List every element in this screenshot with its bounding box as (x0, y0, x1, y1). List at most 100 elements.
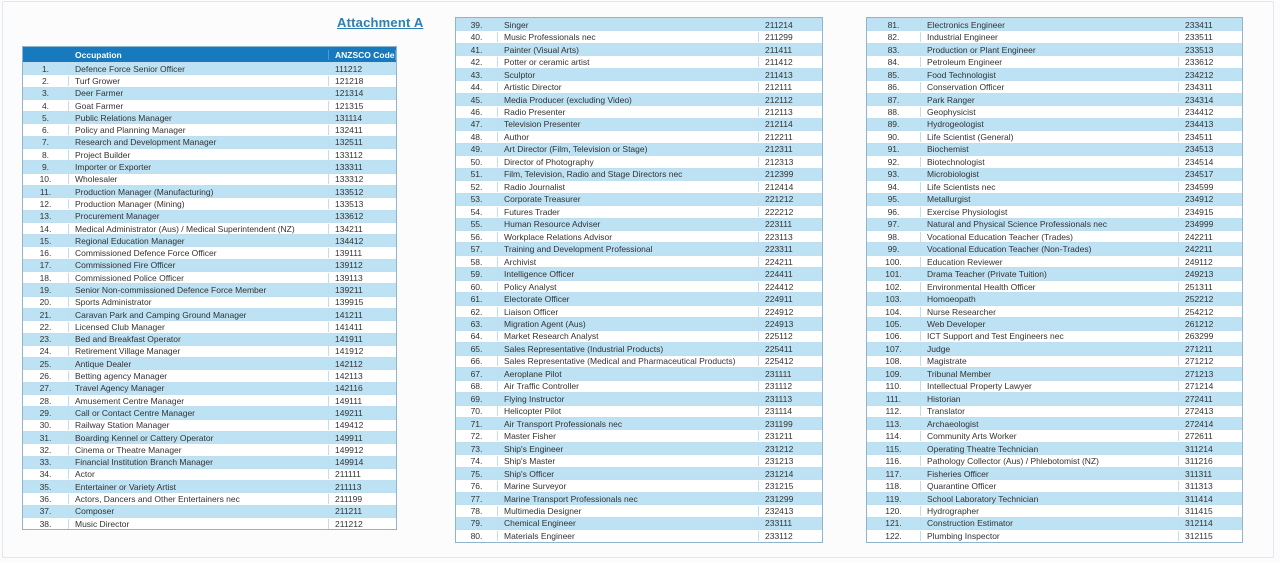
row-number: 48. (456, 131, 498, 142)
table-row: 33. Financial Institution Branch Manager 1… (23, 455, 396, 468)
table-row: 90. Life Scientist (General) 234511 (867, 130, 1242, 143)
row-number: 92. (867, 156, 921, 167)
table-row: 22. Licensed Club Manager 141411 (23, 320, 396, 333)
row-number: 10. (23, 174, 69, 185)
row-number: 20. (23, 297, 69, 308)
occupation-cell: Licensed Club Manager (69, 321, 329, 332)
occupation-cell: Tribunal Member (921, 368, 1179, 379)
table-row: 18. Commissioned Police Officer 139113 (23, 271, 396, 284)
occupation-cell: Art Director (Film, Television or Stage) (498, 144, 759, 155)
code-cell: 149211 (335, 407, 363, 418)
occupation-cell: Education Reviewer (921, 256, 1179, 267)
row-number: 115. (867, 443, 921, 454)
row-number: 13. (23, 211, 69, 222)
row-number: 91. (867, 144, 921, 155)
row-number: 65. (456, 343, 498, 354)
code-cell: 311214 (1185, 443, 1213, 454)
code-cell: 212113 (765, 107, 793, 118)
occupation-cell: Hydrogeologist (921, 119, 1179, 130)
table-row: 86. Conservation Officer 234311 (867, 80, 1242, 93)
table-row: 46. Radio Presenter 212113 (456, 105, 822, 118)
row-number: 45. (456, 94, 498, 105)
occupation-cell: Intelligence Officer (498, 269, 759, 280)
code-cell: 231111 (765, 368, 792, 379)
code-cell: 212112 (765, 94, 793, 105)
occupation-cell: Life Scientist (General) (921, 131, 1179, 142)
row-number: 38. (23, 518, 69, 529)
code-cell: 223311 (765, 244, 793, 255)
code-cell: 231113 (765, 393, 793, 404)
code-cell: 233612 (1185, 57, 1214, 68)
code-cell: 233411 (1185, 19, 1213, 30)
code-cell: 132411 (335, 125, 363, 136)
table-row: 66. Sales Representative (Medical and Pha… (456, 354, 822, 368)
code-cell: 134211 (335, 223, 363, 234)
code-cell: 252212 (1185, 294, 1214, 305)
table-row: 107. Judge 271211 (867, 342, 1242, 355)
row-number: 56. (456, 231, 498, 242)
row-number: 78. (456, 506, 498, 517)
occupation-cell: Production Manager (Mining) (69, 198, 329, 209)
code-cell: 233112 (765, 530, 793, 541)
occupation-cell: Cinema or Theatre Manager (69, 444, 329, 455)
code-cell: 231214 (765, 468, 794, 479)
code-cell: 311414 (1185, 493, 1213, 504)
occupation-cell: Commissioned Fire Officer (69, 260, 329, 271)
table-row: 23. Bed and Breakfast Operator 141911 (23, 332, 396, 345)
occupation-cell: Liaison Officer (498, 306, 759, 317)
row-number: 19. (23, 284, 69, 295)
occupation-cell: Boarding Kennel or Cattery Operator (69, 432, 329, 443)
table-row: 20. Sports Administrator 139915 (23, 295, 396, 308)
occupation-cell: Vocational Education Teacher (Non-Trades… (921, 244, 1179, 255)
code-cell: 141912 (335, 346, 364, 357)
table-body: 81. Electronics Engineer 233411 82. Industri… (867, 18, 1242, 542)
row-number: 1. (23, 63, 69, 74)
occupation-cell: Air Transport Professionals nec (498, 418, 759, 429)
occupation-cell: Exercise Physiologist (921, 206, 1179, 217)
table-row: 113. Archaeologist 272414 (867, 417, 1242, 430)
table-row: 84. Petroleum Engineer 233612 (867, 55, 1242, 68)
occupation-cell: Community Arts Worker (921, 431, 1179, 442)
row-number: 89. (867, 119, 921, 130)
table-row: 51. Film, Television, Radio and Stage Dir… (456, 167, 822, 181)
row-number: 28. (23, 395, 69, 406)
code-cell: 242211 (1185, 244, 1213, 255)
table-row: 94. Life Scientists nec 234599 (867, 180, 1242, 193)
code-cell: 231215 (765, 481, 794, 492)
row-number: 101. (867, 269, 921, 280)
code-cell: 224412 (765, 281, 794, 292)
code-cell: 211413 (765, 69, 793, 80)
occupation-cell: Aeroplane Pilot (498, 368, 759, 379)
row-number: 18. (23, 272, 69, 283)
code-cell: 311216 (1185, 456, 1213, 467)
table-row: 105. Web Developer 261212 (867, 317, 1242, 330)
table-row: 106. ICT Support and Test Engineers nec 26… (867, 329, 1242, 343)
occupation-cell: Music Professionals nec (498, 32, 759, 43)
code-cell: 234999 (1185, 219, 1214, 230)
row-number: 75. (456, 468, 498, 479)
code-cell: 111212 (335, 63, 363, 74)
table-row: 41. Painter (Visual Arts) 211411 (456, 42, 822, 56)
code-cell: 142116 (335, 383, 363, 394)
table-row: 50. Director of Photography 212313 (456, 155, 822, 168)
occupation-cell: Archivist (498, 256, 759, 267)
code-cell: 272413 (1185, 406, 1214, 417)
table-row: 58. Archivist 224211 (456, 254, 822, 268)
table-row: 6. Policy and Planning Manager 132411 (23, 123, 396, 136)
row-number: 44. (456, 82, 498, 93)
code-cell: 234412 (1185, 107, 1214, 118)
row-number: 11. (23, 186, 69, 197)
table-row: 56. Workplace Relations Advisor 223113 (456, 229, 822, 243)
row-number: 111. (867, 393, 921, 404)
row-number: 22. (23, 321, 69, 332)
occupation-cell: Sports Administrator (69, 297, 329, 308)
table-row: 48. Author 212211 (456, 130, 822, 143)
row-number: 106. (867, 331, 921, 342)
occupation-cell: Food Technologist (921, 69, 1179, 80)
table-row: 111. Historian 272411 (867, 392, 1242, 405)
occupation-cell: Quarantine Officer (921, 481, 1179, 492)
occupation-cell: Radio Presenter (498, 107, 759, 118)
code-cell: 231199 (765, 418, 793, 429)
row-number: 79. (456, 518, 498, 529)
occupation-cell: Chemical Engineer (498, 518, 759, 529)
